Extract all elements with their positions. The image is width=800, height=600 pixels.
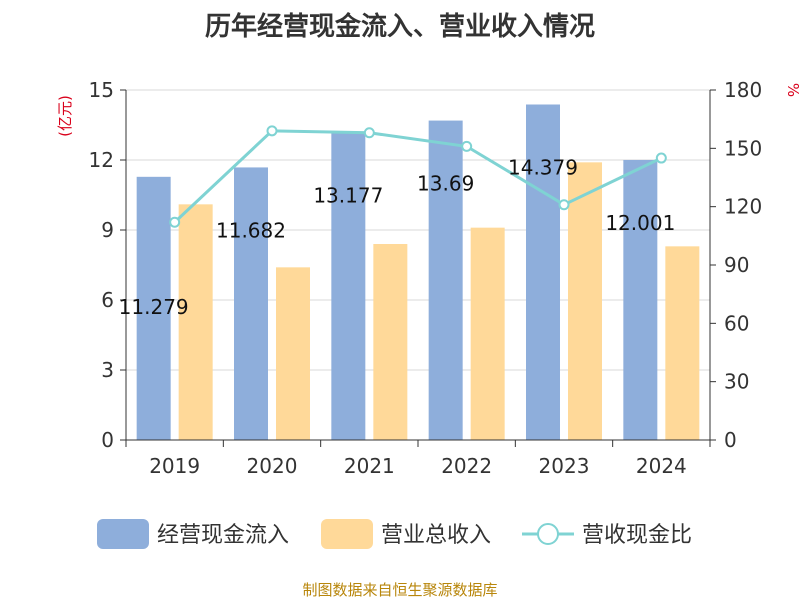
x-tick-label: 2021 <box>344 454 395 478</box>
line-营收现金比 <box>173 129 662 224</box>
data-labels: 11.279 11.682 13.177 13.69 14.379 12.001 <box>119 155 676 319</box>
y-right-tick-label: 30 <box>724 370 749 394</box>
x-tick-label: 2023 <box>539 454 590 478</box>
ratio-line <box>169 125 667 228</box>
bar-营业总收入 <box>568 162 602 441</box>
y-right-tick-label: 0 <box>724 428 737 452</box>
x-tick-label: 2020 <box>247 454 298 478</box>
x-tick-label: 2022 <box>441 454 492 478</box>
y-left-unit-label: (亿元) <box>56 95 74 137</box>
line-point <box>363 127 375 139</box>
bar-营业总收入 <box>373 244 408 440</box>
y-right-tick-label: 180 <box>724 78 762 102</box>
y-right-tick-label: 90 <box>724 253 749 277</box>
y-left-tick-label: 6 <box>101 288 114 312</box>
x-tick-label: 2019 <box>149 454 200 478</box>
line-point <box>655 152 667 164</box>
legend-label: 经营现金流入 <box>157 523 289 548</box>
legend-swatch-revenue <box>321 519 373 549</box>
chart-title: 历年经营现金流入、营业收入情况 <box>204 12 595 42</box>
gridlines <box>126 89 710 371</box>
y-left-tick-label: 0 <box>101 428 114 452</box>
y-left-tick-label: 15 <box>89 78 114 102</box>
line-point <box>169 216 181 228</box>
bar-经营现金流入 <box>623 159 658 440</box>
legend-label: 营业总收入 <box>381 523 491 548</box>
y-left-tick-label: 12 <box>89 148 114 172</box>
legend-swatch-cash-inflow <box>97 519 149 549</box>
data-label: 11.279 <box>119 295 189 319</box>
line-point <box>558 199 570 211</box>
data-label: 12.001 <box>605 211 675 235</box>
line-point <box>266 125 278 137</box>
bar-营业总收入 <box>470 227 505 440</box>
bar-经营现金流入 <box>526 104 560 441</box>
source-note: 制图数据来自恒生聚源数据库 <box>302 581 498 599</box>
bar-营业总收入 <box>178 204 213 440</box>
legend-label: 营收现金比 <box>582 523 692 548</box>
data-label: 14.379 <box>508 155 578 179</box>
line-point <box>461 140 473 152</box>
x-tick-label: 2024 <box>636 454 687 478</box>
data-label: 13.177 <box>313 184 383 208</box>
bar-营业总收入 <box>665 246 700 440</box>
axes: 036912150306090120150180(亿元)%20192020202… <box>56 78 800 478</box>
legend-swatch-ratio-marker <box>537 523 559 545</box>
bar-经营现金流入 <box>136 176 171 440</box>
bars <box>136 104 700 441</box>
y-right-unit-label: % <box>784 83 800 97</box>
y-left-tick-label: 9 <box>101 218 114 242</box>
data-label: 13.69 <box>417 172 474 196</box>
bar-营业总收入 <box>276 267 310 440</box>
y-left-tick-label: 3 <box>101 358 114 382</box>
bar-经营现金流入 <box>331 132 366 440</box>
y-right-tick-label: 60 <box>724 311 749 335</box>
legend: 经营现金流入 营业总收入 营收现金比 <box>97 519 692 549</box>
data-label: 11.682 <box>216 218 286 242</box>
bar-经营现金流入 <box>428 120 463 441</box>
y-right-tick-label: 150 <box>724 136 762 160</box>
bar-经营现金流入 <box>234 167 268 441</box>
y-right-tick-label: 120 <box>724 195 762 219</box>
